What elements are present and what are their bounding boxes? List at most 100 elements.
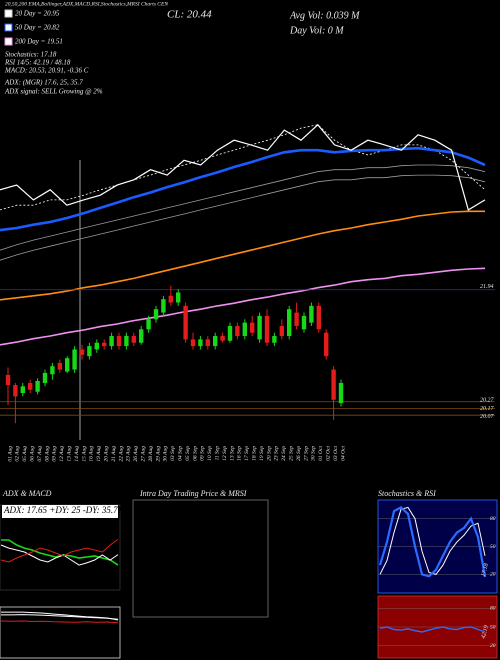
candle-body	[139, 329, 144, 343]
x-tick-label: 17 Sep	[244, 446, 250, 461]
intraday-panel	[132, 499, 269, 618]
panel-title: Stochastics & RSI	[378, 489, 436, 498]
x-tick-label: 03 Oct	[333, 446, 339, 461]
series-line	[0, 210, 485, 301]
candle-body	[242, 322, 247, 337]
y-tick-label: 80	[490, 516, 496, 522]
candle-body	[227, 325, 233, 341]
candle-body	[28, 382, 33, 390]
series-line	[379, 626, 486, 633]
candle-body	[279, 325, 284, 337]
candle-body	[87, 346, 92, 357]
y-tick-label: 20.07	[480, 414, 495, 420]
x-tick-label: 13 Sep	[229, 446, 235, 461]
candle-body	[331, 369, 336, 400]
candle-body	[116, 336, 122, 347]
x-tick-label: 23 Sep	[274, 446, 280, 461]
x-tick-label: 27 Sep	[303, 446, 309, 461]
annotation: 42.19	[480, 625, 490, 640]
x-tick-label: 11 Sep	[214, 446, 220, 461]
adx-label-box	[2, 505, 118, 518]
annotation: ADX: (MGR) 17.6, 25, 35.7	[4, 79, 83, 87]
x-tick-label: 30 Aug	[163, 446, 169, 463]
candle-body	[20, 386, 25, 394]
candle-body	[131, 336, 136, 343]
annotation: RSI 14/5: 42.19 / 48.18	[4, 59, 71, 67]
x-tick-label: 01 Oct	[318, 446, 324, 461]
annotation: ADX: 17.65 +DY: 25 -DY: 35.71	[3, 505, 122, 515]
adx-panel	[0, 504, 121, 591]
x-tick-label: 18 Sep	[251, 446, 257, 461]
annotation: Day Vol: 0 M	[289, 25, 344, 36]
candle-body	[183, 305, 188, 340]
y-tick-label: 50	[490, 544, 496, 550]
candle-body	[205, 339, 210, 347]
series-line	[378, 506, 487, 578]
series-line	[0, 620, 119, 624]
x-tick-label: 08 Aug	[44, 446, 50, 462]
annotation: Stochastics: 17.18	[5, 51, 57, 59]
x-tick-label: 26 Aug	[133, 446, 139, 462]
series-line	[0, 123, 486, 211]
x-tick-label: 13 Aug	[66, 446, 72, 462]
y-tick-label: 80	[490, 606, 496, 612]
candle-body	[198, 339, 203, 347]
x-tick-label: 03 Sep	[170, 446, 176, 461]
candle-body	[42, 372, 48, 383]
candle-body	[324, 332, 329, 357]
x-tick-label: 05 Aug	[22, 446, 28, 462]
candle-body	[272, 336, 277, 343]
header: 20,50,200 EMA,Bollinger,ADX,MACD,RSI,Sto…	[5, 1, 168, 7]
annotation: 50 Day = 20.82	[15, 24, 60, 32]
x-tick-label: 02 Aug	[15, 446, 21, 462]
x-tick-label: 14 Aug	[73, 446, 80, 462]
annotation: 20 Day = 20.95	[15, 10, 60, 18]
x-tick-label: 16 Aug	[89, 446, 95, 462]
candle-body	[50, 366, 55, 375]
annotation: ADX signal: SELL Growing @ 2%	[4, 88, 103, 96]
x-tick-label: 10 Sep	[207, 446, 213, 461]
candle-body	[301, 315, 307, 330]
x-tick-label: 28 Aug	[148, 446, 154, 462]
candle-body	[190, 339, 196, 347]
y-tick-label: 50	[490, 624, 496, 630]
candle-body	[250, 322, 255, 333]
annotation: MACD: 20.53, 20.91, -0.36 C	[4, 67, 89, 75]
y-tick-label: 20	[490, 643, 496, 649]
x-tick-label: 09 Aug	[52, 446, 58, 462]
x-tick-label: 20 Sep	[266, 446, 272, 461]
candle-body	[168, 295, 173, 303]
x-tick-label: 22 Aug	[118, 446, 124, 462]
x-tick-label: 02 Oct	[325, 446, 331, 461]
candle-body	[235, 325, 240, 337]
x-tick-label: 30 Sep	[311, 446, 317, 462]
legend-swatch	[4, 23, 13, 32]
candle-body	[153, 309, 159, 320]
y-tick-label: 20.27	[480, 398, 495, 404]
candle-body	[57, 362, 62, 370]
series-line	[0, 174, 486, 261]
x-tick-label: 24 Sep	[280, 446, 287, 461]
x-tick-label: 29 Aug	[155, 446, 161, 462]
candle-body	[146, 319, 151, 330]
x-tick-label: 06 Aug	[29, 446, 35, 462]
candle-body	[5, 374, 11, 385]
x-tick-label: 12 Sep	[222, 446, 228, 461]
series-line	[0, 538, 119, 563]
x-tick-label: 23 Aug	[126, 446, 132, 462]
candle-body	[176, 292, 181, 303]
x-tick-label: 09 Sep	[200, 446, 206, 461]
x-tick-label: 06 Sep	[192, 446, 198, 461]
candle-body	[220, 336, 225, 341]
x-tick-label: 01 Aug	[7, 446, 13, 462]
candle-body	[124, 336, 129, 347]
candle-body	[316, 305, 321, 330]
candle-body	[294, 312, 299, 326]
x-tick-label: 19 Aug	[96, 446, 102, 462]
candle-body	[309, 305, 314, 323]
x-tick-label: 20 Aug	[103, 446, 109, 462]
legend-swatch	[4, 9, 13, 18]
panel-title: Intra Day Trading Price & MRSI	[139, 489, 247, 498]
x-tick-label: 19 Sep	[259, 446, 265, 461]
